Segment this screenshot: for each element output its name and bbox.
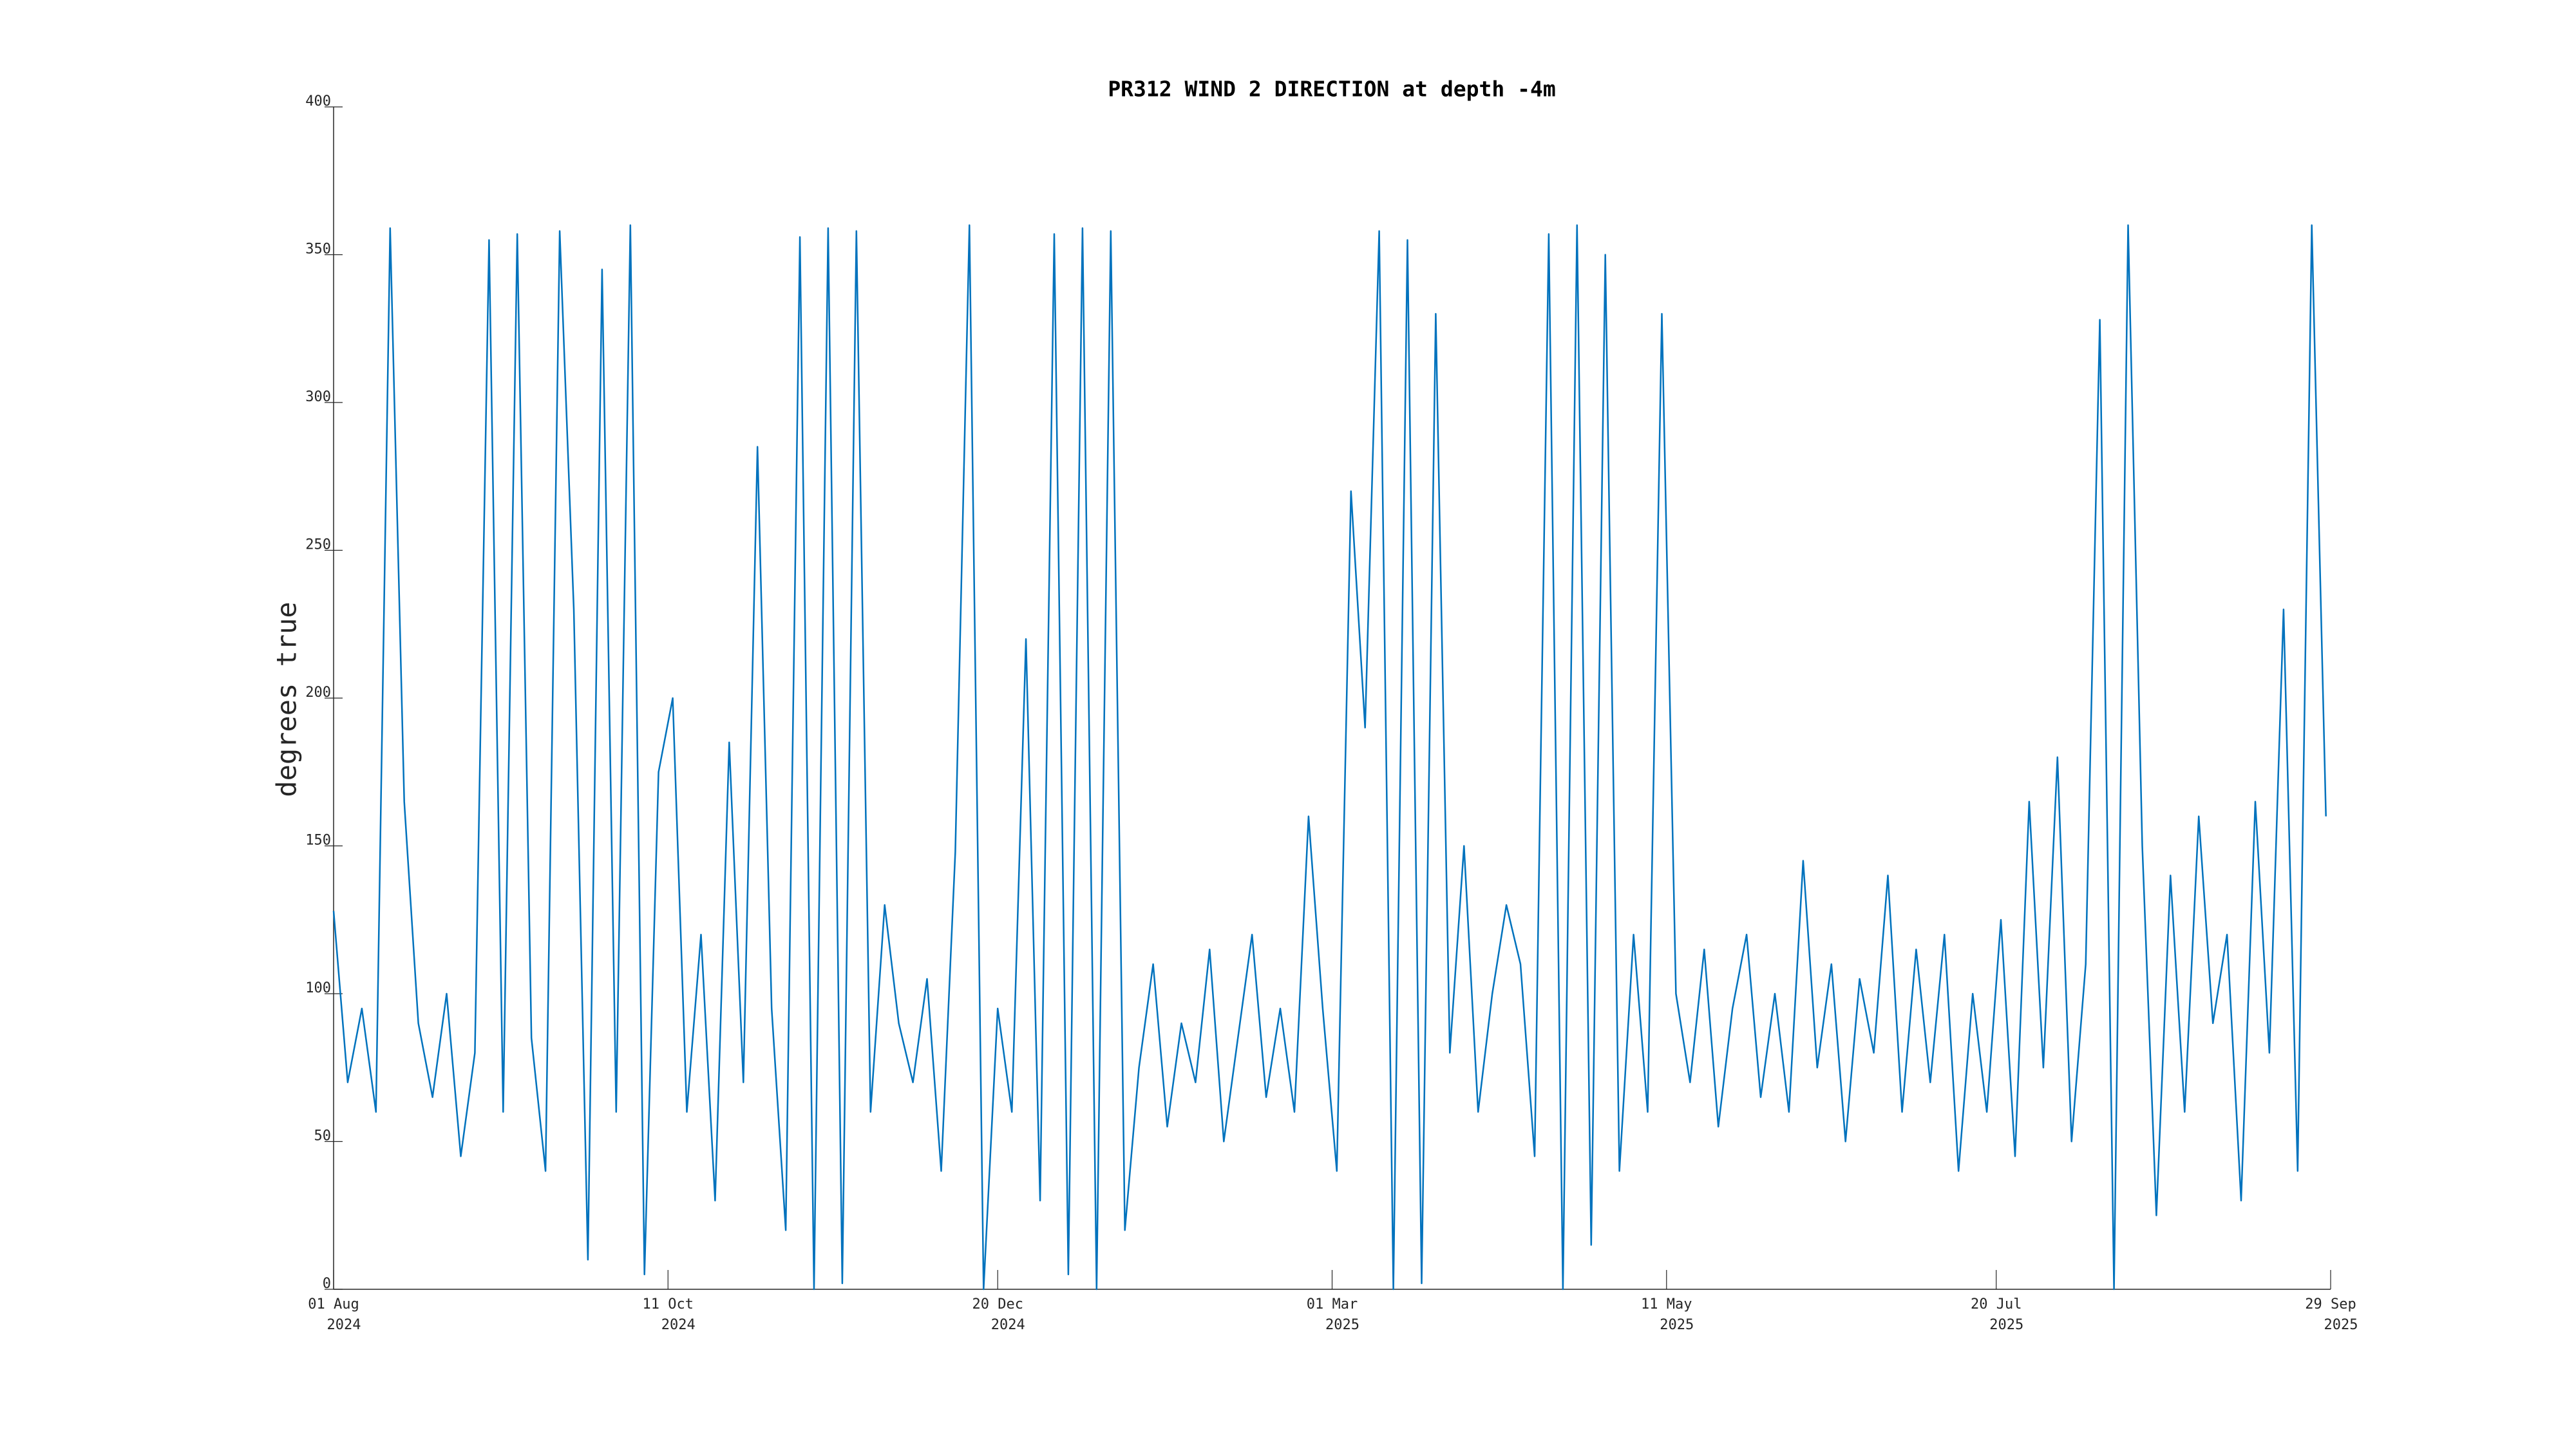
x-tick-label: 01 Aug (308, 1296, 359, 1312)
x-tick-label: 2024 (991, 1317, 1025, 1333)
y-tick-label: 300 (305, 389, 331, 405)
data-line (332, 224, 2327, 1291)
y-tick-label: 100 (305, 980, 331, 996)
x-tick-label: 20 Dec (972, 1296, 1023, 1312)
x-tick-label: 2025 (1989, 1317, 2023, 1333)
x-tick-label: 2025 (2324, 1317, 2358, 1333)
chart-title: PR312 WIND 2 DIRECTION at depth -4m (1108, 77, 1555, 102)
x-tick-label: 2025 (1660, 1317, 1694, 1333)
x-tick-label: 2024 (661, 1317, 696, 1333)
y-axis-label: degrees true (271, 601, 303, 797)
y-tick-label: 400 (305, 93, 331, 109)
y-tick-label: 150 (305, 833, 331, 849)
x-tick-label: 29 Sep (2305, 1296, 2356, 1312)
x-tick-label: 11 May (1641, 1296, 1692, 1312)
y-tick-label: 200 (305, 685, 331, 701)
y-tick-label: 350 (305, 242, 331, 258)
x-tick-label: 11 Oct (643, 1296, 694, 1312)
x-tick-label: 2025 (1325, 1317, 1359, 1333)
y-tick-label: 0 (323, 1276, 331, 1292)
x-tick-label: 01 Mar (1307, 1296, 1358, 1312)
x-tick-label: 20 Jul (1971, 1296, 2022, 1312)
y-tick-label: 250 (305, 537, 331, 553)
y-tick-label: 50 (314, 1128, 332, 1144)
x-tick-label: 2024 (327, 1317, 361, 1333)
